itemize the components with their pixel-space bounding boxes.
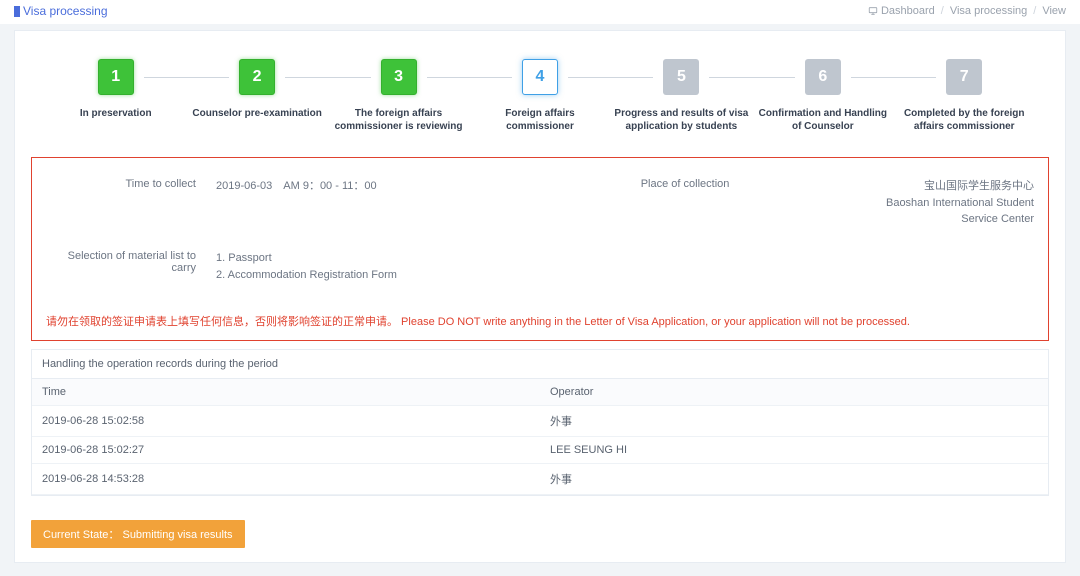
operation-records: Handling the operation records during th…: [31, 349, 1049, 496]
cell-time: 2019-06-28 14:53:28: [32, 464, 540, 495]
step-box: 1: [98, 59, 134, 95]
page-title-text: Visa processing: [23, 4, 108, 18]
wizard-step-3[interactable]: 3 The foreign affairs commissioner is rev…: [328, 59, 469, 133]
breadcrumb-dashboard[interactable]: Dashboard: [868, 5, 935, 17]
step-label: Completed by the foreign affairs commiss…: [894, 107, 1034, 133]
place-value-en1: Baoshan International Student: [749, 195, 1034, 212]
wizard-step-2[interactable]: 2 Counselor pre-examination: [186, 59, 327, 120]
place-of-collection-label: Place of collection: [589, 178, 749, 190]
step-box: 5: [663, 59, 699, 95]
breadcrumb-sep: /: [941, 5, 944, 17]
time-to-collect-value: 2019-06-03 AM 9：00 - 11：00: [216, 178, 377, 195]
cell-operator: 外事: [540, 464, 1048, 495]
title-bar-icon: [14, 6, 20, 17]
step-box: 4: [522, 59, 558, 95]
table-row: 2019-06-28 15:02:58外事: [32, 406, 1048, 437]
material-item: 2. Accommodation Registration Form: [216, 267, 397, 285]
step-label: Counselor pre-examination: [192, 107, 321, 120]
page-title: Visa processing: [14, 4, 108, 18]
wizard-step-5[interactable]: 5 Progress and results of visa applicatio…: [611, 59, 752, 133]
monitor-icon: [868, 6, 878, 16]
step-label: In preservation: [80, 107, 152, 120]
content-panel: 1 In preservation 2 Counselor pre-examinati…: [14, 30, 1066, 563]
materials-label: Selection of material list to carry: [46, 250, 216, 274]
col-time-header: Time: [32, 379, 540, 406]
place-of-collection-value: 宝山国际学生服务中心 Baoshan International Student…: [749, 178, 1034, 228]
wizard-step-1[interactable]: 1 In preservation: [45, 59, 186, 120]
step-box: 2: [239, 59, 275, 95]
place-value-cn: 宝山国际学生服务中心: [749, 178, 1034, 195]
step-label: The foreign affairs commissioner is revi…: [329, 107, 469, 133]
step-label: Foreign affairs commissioner: [470, 107, 610, 133]
step-label: Confirmation and Handling of Counselor: [753, 107, 893, 133]
warning-text: 请勿在领取的签证申请表上填写任何信息，否则将影响签证的正常申请。 Please …: [46, 315, 1034, 330]
wizard-step-6[interactable]: 6 Confirmation and Handling of Counselor: [752, 59, 893, 133]
breadcrumb-sep: /: [1033, 5, 1036, 17]
breadcrumb: Dashboard / Visa processing / View: [868, 5, 1066, 17]
cell-operator: LEE SEUNG HI: [540, 437, 1048, 464]
records-title: Handling the operation records during th…: [32, 350, 1048, 379]
breadcrumb-dashboard-label: Dashboard: [881, 5, 935, 17]
cell-operator: 外事: [540, 406, 1048, 437]
time-to-collect-label: Time to collect: [46, 178, 216, 190]
step-box: 6: [805, 59, 841, 95]
breadcrumb-view: View: [1042, 5, 1066, 17]
table-row: 2019-06-28 15:02:27LEE SEUNG HI: [32, 437, 1048, 464]
place-value-en2: Service Center: [749, 211, 1034, 228]
records-table: Time Operator 2019-06-28 15:02:58外事2019-…: [32, 379, 1048, 495]
current-state-badge: Current State： Submitting visa results: [31, 520, 245, 548]
col-operator-header: Operator: [540, 379, 1048, 406]
page-header: Visa processing Dashboard / Visa process…: [0, 0, 1080, 24]
collection-info-box: Time to collect 2019-06-03 AM 9：00 - 11：…: [31, 157, 1049, 341]
cell-time: 2019-06-28 15:02:58: [32, 406, 540, 437]
wizard-step-4[interactable]: 4 Foreign affairs commissioner: [469, 59, 610, 133]
cell-time: 2019-06-28 15:02:27: [32, 437, 540, 464]
materials-list: 1. Passport 2. Accommodation Registratio…: [216, 250, 397, 285]
step-label: Progress and results of visa application…: [611, 107, 751, 133]
material-item: 1. Passport: [216, 250, 397, 268]
wizard-step-7[interactable]: 7 Completed by the foreign affairs commis…: [894, 59, 1035, 133]
step-box: 7: [946, 59, 982, 95]
breadcrumb-visa-processing[interactable]: Visa processing: [950, 5, 1027, 17]
step-box: 3: [381, 59, 417, 95]
wizard-steps: 1 In preservation 2 Counselor pre-examinati…: [25, 31, 1055, 151]
table-row: 2019-06-28 14:53:28外事: [32, 464, 1048, 495]
